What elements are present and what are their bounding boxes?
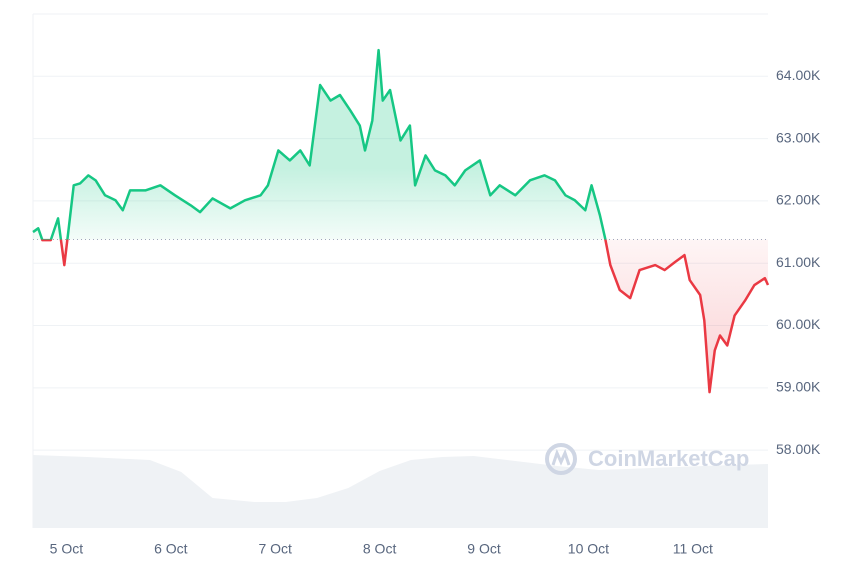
- y-tick-label: 62.00K: [776, 192, 821, 208]
- price-area: [33, 50, 768, 393]
- y-tick-label: 63.00K: [776, 129, 821, 145]
- y-tick-label: 61.00K: [776, 254, 821, 270]
- plot: [32, 48, 770, 394]
- volume-area: [33, 455, 768, 528]
- y-tick-label: 60.00K: [776, 316, 821, 332]
- y-tick-label: 59.00K: [776, 379, 821, 395]
- x-tick-label: 10 Oct: [568, 541, 609, 557]
- watermark-logo: [545, 443, 577, 475]
- watermark-text: CoinMarketCap: [588, 446, 749, 471]
- x-tick-label: 6 Oct: [154, 541, 188, 557]
- watermark-logo-mark: [551, 448, 571, 466]
- x-tick-label: 5 Oct: [50, 541, 84, 557]
- x-tick-label: 9 Oct: [467, 541, 501, 557]
- labels: 58.00K 59.00K 60.00K 61.00K 62.00K 63.00K 64.0…: [50, 67, 821, 557]
- y-tick-label: 64.00K: [776, 67, 821, 83]
- x-tick-label: 8 Oct: [363, 541, 397, 557]
- volume-layer: [33, 455, 768, 528]
- x-tick-label: 7 Oct: [258, 541, 292, 557]
- x-tick-label: 11 Oct: [673, 541, 713, 557]
- watermark: CoinMarketCap: [545, 443, 749, 475]
- price-line: [32, 48, 770, 394]
- y-tick-label: 58.00K: [776, 441, 821, 457]
